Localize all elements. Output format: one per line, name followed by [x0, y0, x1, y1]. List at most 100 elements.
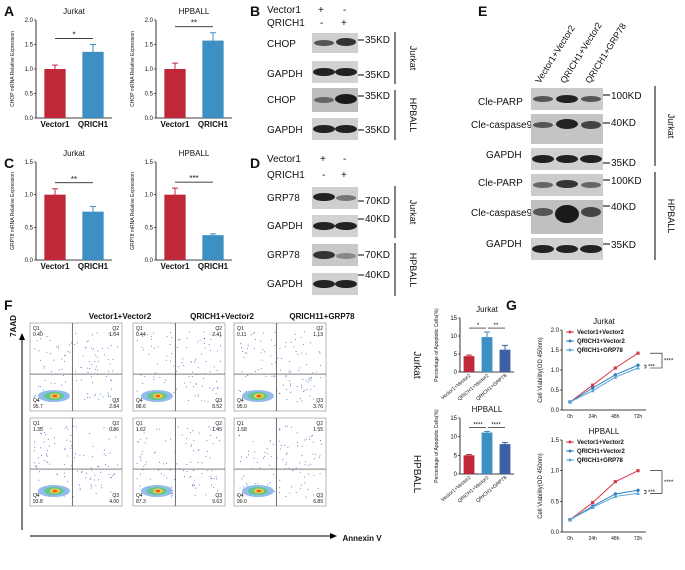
- flow-event: [285, 464, 287, 466]
- flow-event: [94, 368, 96, 370]
- flow-event: [193, 479, 195, 481]
- flow-event: [61, 384, 63, 386]
- flow-event: [89, 432, 91, 434]
- y-tick-label: 1.0: [25, 193, 34, 199]
- legend-label: QRICH1+GRP78: [577, 348, 624, 354]
- flow-event: [315, 453, 317, 455]
- blot-band: [532, 245, 554, 253]
- quadrant-value: 95.7: [33, 404, 43, 410]
- flow-event: [164, 379, 166, 381]
- flow-event: [274, 344, 276, 346]
- blot-band: [556, 180, 578, 188]
- flow-event: [264, 451, 266, 453]
- flow-event: [144, 375, 146, 377]
- flow-event: [86, 393, 88, 395]
- quadrant-value: 2.41: [212, 332, 222, 338]
- y-axis-label: Cell Viability(OD 450nm): [538, 337, 544, 403]
- flow-event: [297, 445, 299, 447]
- flow-event: [299, 487, 301, 489]
- flow-event: [194, 359, 196, 361]
- y-axis-label: CHOP mRNA Relative Expression: [10, 31, 16, 107]
- flow-event: [79, 484, 81, 486]
- flow-event: [192, 483, 194, 485]
- flow-event: [201, 462, 203, 464]
- flow-event: [116, 399, 118, 401]
- flow-event: [296, 386, 298, 388]
- y-tick-label: 1.5: [25, 43, 34, 49]
- blot-d-grp78-label: GRP78: [267, 250, 300, 261]
- flow-event: [255, 339, 257, 341]
- quadrant-value: 95.0: [237, 404, 247, 410]
- flow-event: [107, 347, 109, 349]
- flow-event: [169, 332, 171, 334]
- flow-event: [90, 486, 92, 488]
- panel-label-b: B: [250, 3, 260, 19]
- flow-event: [117, 464, 119, 466]
- flow-event: [166, 477, 168, 479]
- quadrant-value: 1.04: [109, 332, 119, 338]
- flow-event: [208, 344, 210, 346]
- flow-event: [100, 393, 102, 395]
- flow-event: [316, 371, 318, 373]
- quadrant-label: Q4: [237, 493, 244, 499]
- quadrant-label: Q4: [33, 398, 40, 404]
- chart-title: Jurkat: [63, 7, 86, 16]
- quadrant-label: Q1: [136, 326, 143, 332]
- flow-event: [40, 331, 42, 333]
- flow-event: [270, 355, 272, 357]
- flow-event: [290, 426, 292, 428]
- flow-event: [163, 474, 165, 476]
- flow-event: [151, 345, 153, 347]
- y-tick-label: 0.5: [145, 225, 154, 231]
- flow-event: [271, 363, 273, 365]
- flow-event: [266, 448, 268, 450]
- flow-event: [38, 350, 40, 352]
- blot-membrane: [312, 187, 358, 209]
- flow-event: [189, 476, 191, 478]
- flow-event: [87, 396, 89, 398]
- flow-event: [304, 390, 306, 392]
- flow-event: [179, 468, 181, 470]
- flow-event: [190, 476, 192, 478]
- flow-event: [209, 476, 211, 478]
- significance-label: *: [477, 323, 480, 329]
- flow-event: [241, 347, 243, 349]
- flow-event: [43, 367, 45, 369]
- flow-event: [197, 367, 199, 369]
- flow-event: [108, 370, 110, 372]
- flow-event: [142, 451, 144, 453]
- quadrant-label: Q1: [136, 421, 143, 427]
- flow-event: [207, 450, 209, 452]
- flow-event: [241, 351, 243, 353]
- flow-event: [207, 401, 209, 403]
- flow-event: [285, 342, 287, 344]
- series-line: [569, 367, 639, 403]
- flow-event: [275, 461, 277, 463]
- flow-event: [205, 361, 207, 363]
- quadrant-value: 0.86: [109, 427, 119, 433]
- flow-event: [304, 461, 306, 463]
- flow-event: [197, 449, 199, 451]
- flow-event: [105, 376, 107, 378]
- flow-event: [189, 381, 191, 383]
- flow-row-hpball-label: HPBALL: [411, 455, 422, 494]
- flow-event: [193, 449, 195, 451]
- blot-d-kd: 70KD: [365, 196, 390, 207]
- flow-event: [269, 482, 271, 484]
- flow-event: [210, 484, 212, 486]
- quadrant-value: 0.11: [237, 332, 247, 338]
- series-line: [569, 352, 639, 403]
- flow-event: [170, 496, 172, 498]
- flow-event: [318, 351, 320, 353]
- blot-band: [335, 280, 357, 288]
- flow-event: [285, 346, 287, 348]
- flow-event: [144, 442, 146, 444]
- flow-event: [215, 478, 217, 480]
- flow-event: [110, 395, 112, 397]
- flow-event: [274, 332, 276, 334]
- flow-event: [112, 475, 114, 477]
- significance-label: ***: [648, 365, 656, 371]
- flow-event: [141, 453, 143, 455]
- flow-event: [216, 380, 218, 382]
- flow-event: [73, 343, 75, 345]
